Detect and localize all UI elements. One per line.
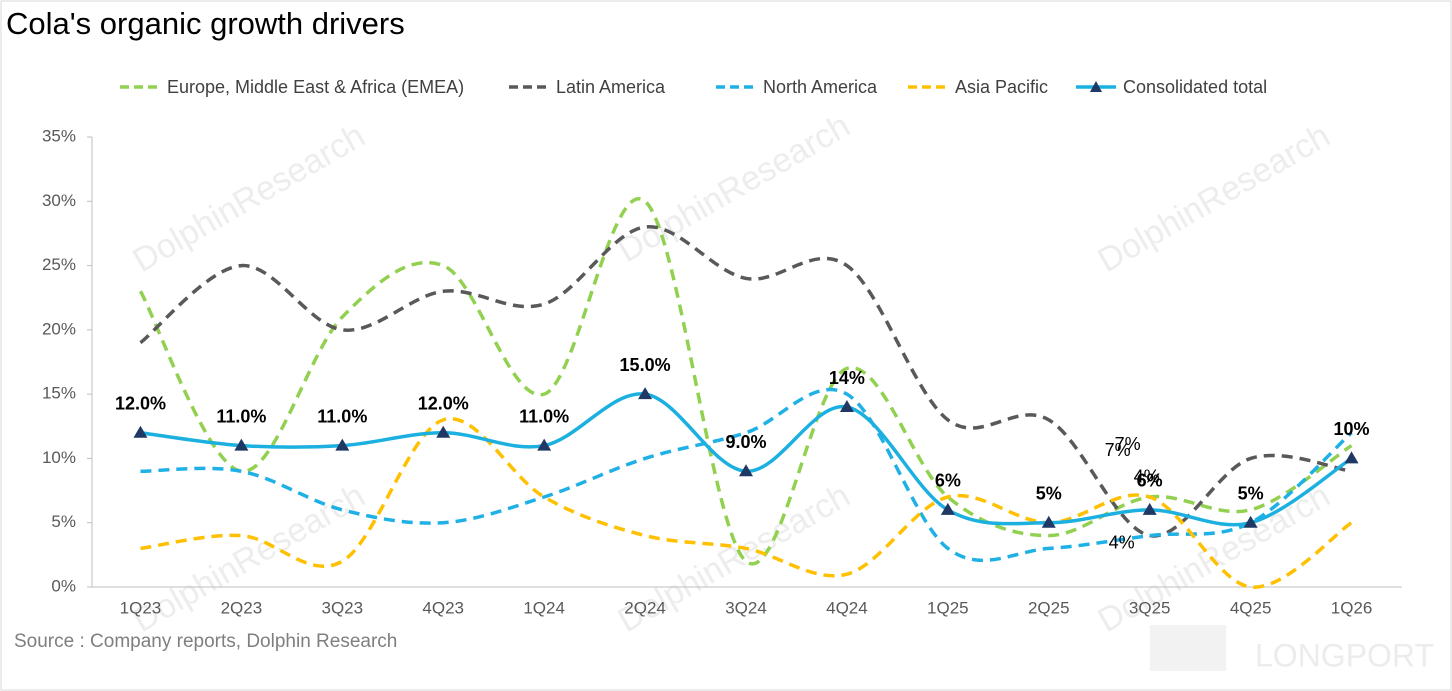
- x-tick-label: 1Q24: [523, 598, 565, 617]
- marker: [537, 438, 552, 451]
- x-tick-label: 1Q26: [1331, 598, 1373, 617]
- x-tick-label: 3Q23: [322, 598, 364, 617]
- legend-label: Asia Pacific: [955, 77, 1048, 97]
- legend-label: Latin America: [556, 77, 666, 97]
- x-tick-label: 3Q24: [725, 598, 767, 617]
- marker: [234, 438, 249, 451]
- y-tick-label: 20%: [42, 319, 76, 338]
- chart-title: Cola's organic growth drivers: [6, 6, 405, 41]
- data-label: 12.0%: [418, 393, 469, 413]
- x-tick-label: 3Q25: [1129, 598, 1171, 617]
- data-label: 11.0%: [317, 406, 367, 426]
- legend-label: North America: [763, 77, 878, 97]
- data-label: 6%: [1137, 471, 1163, 491]
- data-label: 7%: [1105, 440, 1131, 460]
- x-tick-label: 2Q23: [221, 598, 263, 617]
- x-tick-label: 4Q23: [422, 598, 464, 617]
- marker: [839, 400, 854, 412]
- y-tick-label: 35%: [42, 126, 76, 145]
- y-tick-label: 25%: [42, 255, 76, 274]
- data-label: 4%: [1134, 466, 1160, 486]
- marker: [1344, 451, 1359, 464]
- y-tick-label: 30%: [42, 191, 76, 210]
- data-label: 12.0%: [115, 393, 166, 413]
- x-tick-label: 2Q25: [1028, 598, 1070, 617]
- legend-label: Consolidated total: [1123, 77, 1267, 97]
- y-tick-label: 15%: [42, 384, 76, 403]
- y-tick-label: 5%: [51, 512, 76, 531]
- marker: [940, 502, 955, 515]
- data-label: 6%: [935, 471, 961, 491]
- logo-mark: [1150, 625, 1226, 671]
- data-label: 14%: [829, 368, 865, 388]
- marker: [1243, 515, 1258, 528]
- legend-label: Europe, Middle East & Africa (EMEA): [167, 77, 464, 97]
- x-tick-label: 4Q24: [826, 598, 868, 617]
- source: Source : Company reports, Dolphin Resear…: [14, 631, 397, 652]
- y-tick-label: 0%: [51, 576, 76, 595]
- data-label: 7%: [1115, 434, 1141, 454]
- marker: [133, 425, 148, 438]
- series-line: [140, 417, 1353, 589]
- data-label: 5%: [1036, 483, 1062, 503]
- marker: [436, 425, 451, 438]
- y-tick-label: 10%: [42, 448, 76, 467]
- series-line: [139, 225, 1352, 538]
- logo: LONGPORT: [1255, 637, 1434, 673]
- data-label: 15.0%: [620, 355, 671, 375]
- x-tick-label: 4Q25: [1230, 598, 1272, 617]
- data-label: 11.0%: [216, 406, 266, 426]
- legend-marker: [1090, 81, 1102, 92]
- marker: [739, 464, 753, 477]
- marker: [1142, 502, 1157, 515]
- data-label: 11.0%: [519, 406, 569, 426]
- marker: [1041, 515, 1056, 528]
- marker: [638, 387, 653, 400]
- data-label: 10%: [1334, 419, 1370, 439]
- data-label: 4%: [1109, 532, 1135, 552]
- data-label: 9.0%: [725, 432, 766, 452]
- data-label: 5%: [1238, 483, 1264, 503]
- x-tick-label: 2Q24: [624, 598, 666, 617]
- x-tick-label: 1Q23: [120, 598, 162, 617]
- marker: [335, 438, 350, 451]
- x-tick-label: 1Q25: [927, 598, 969, 617]
